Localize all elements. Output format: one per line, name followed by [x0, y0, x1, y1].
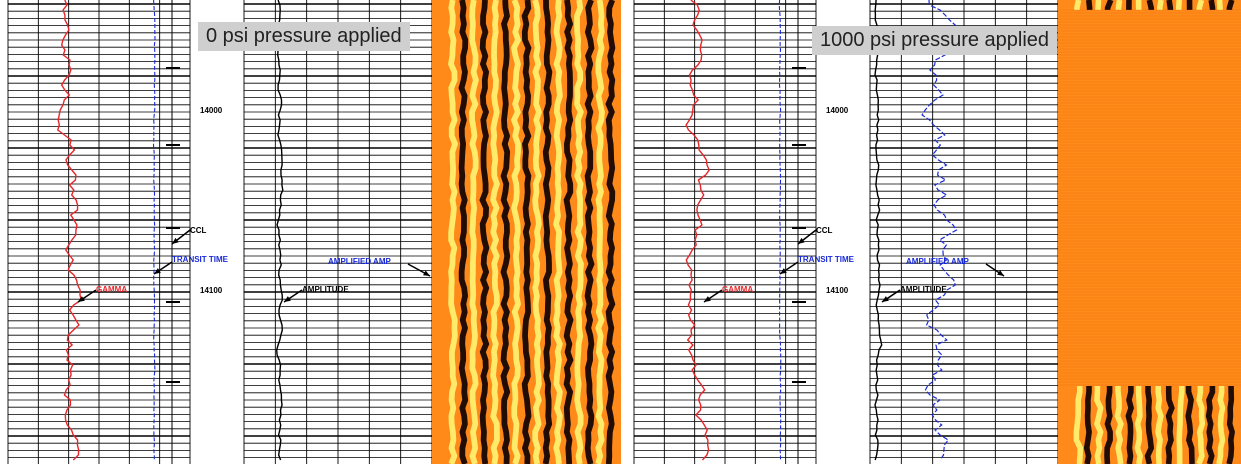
- curve-label: TRANSIT TIME: [172, 255, 229, 264]
- amplified-amp-arrow-head: [423, 270, 430, 276]
- gamma-arrow-head: [78, 296, 85, 302]
- track-1-grid: [7, 0, 191, 464]
- transit-time-curve: [778, 0, 782, 460]
- ccl-arrow-head: [798, 237, 805, 244]
- transit-time-arrow-head: [780, 268, 787, 274]
- curve-label: CCL: [816, 226, 833, 235]
- amplitude-arrow-head: [882, 296, 889, 302]
- curve-label: CCL: [190, 226, 207, 235]
- curve-label: AMPLIFIED AMP: [328, 257, 391, 266]
- amplitude-curve: [874, 0, 883, 461]
- log-panel-1000-psi: 14000 14100 CCL TRANSIT TIME GAMMA AMPLITUDE A…: [626, 0, 1241, 464]
- well-log-chart-1000-psi: 14000 14100 CCL TRANSIT TIME GAMMA AMPLITUDE A…: [633, 0, 1241, 464]
- depth-label: 14100: [200, 286, 223, 295]
- depth-label: 14100: [826, 286, 849, 295]
- curve-label: AMPLITUDE: [302, 285, 349, 294]
- gamma-curve: [685, 0, 711, 461]
- pressure-label: 0 psi pressure applied: [198, 22, 410, 51]
- transit-time-arrow-head: [154, 268, 161, 274]
- vdl-track: [432, 0, 621, 464]
- transit-time-curve: [152, 0, 156, 460]
- ccl-arrow-head: [172, 237, 179, 244]
- track-1-grid: [633, 0, 817, 464]
- gamma-arrow-head: [704, 296, 711, 302]
- curve-label: AMPLITUDE: [900, 285, 947, 294]
- amplitude-arrow-head: [284, 296, 291, 302]
- pressure-label: 1000 psi pressure applied: [812, 26, 1058, 55]
- amplified-amp-arrow-head: [997, 270, 1004, 276]
- track-2-grid: [243, 0, 433, 464]
- amplitude-curve: [275, 0, 284, 461]
- curve-label: AMPLIFIED AMP: [906, 257, 969, 266]
- gamma-curve: [56, 0, 82, 461]
- curve-label: GAMMA: [722, 285, 753, 294]
- depth-label: 14000: [200, 106, 223, 115]
- log-panel-0-psi: 14000 14100 CCL TRANSIT TIME GAMMA AMPLITUDE A…: [7, 0, 621, 464]
- track-2-grid: [869, 0, 1059, 464]
- well-log-chart-0-psi: 14000 14100 CCL TRANSIT TIME GAMMA AMPLITUDE A…: [7, 0, 621, 464]
- curve-label: GAMMA: [96, 285, 127, 294]
- amplified-amp-curve: [921, 0, 962, 461]
- depth-label: 14000: [826, 106, 849, 115]
- curve-label: TRANSIT TIME: [798, 255, 855, 264]
- vdl-track: [1058, 0, 1241, 464]
